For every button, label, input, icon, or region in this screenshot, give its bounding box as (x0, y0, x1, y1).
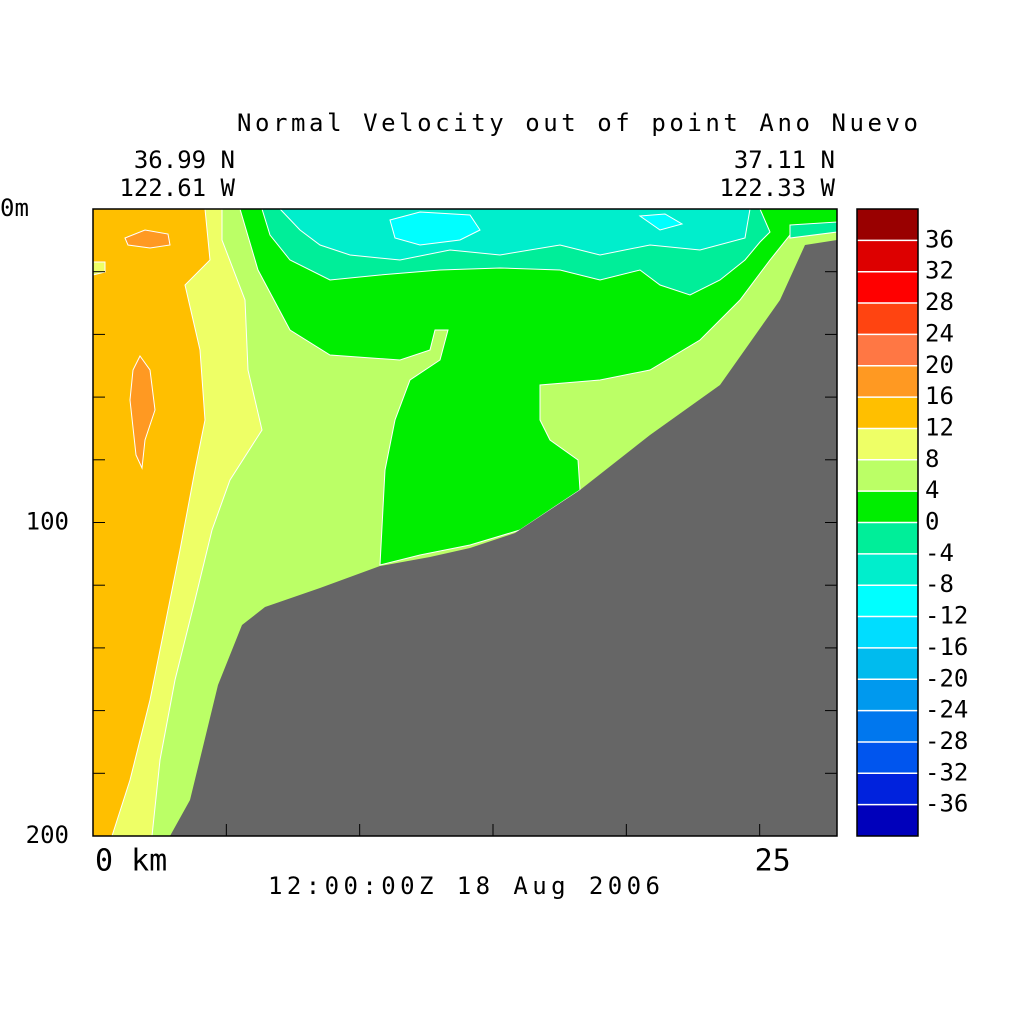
colorbar-band (857, 710, 918, 742)
colorbar-band (857, 585, 918, 617)
colorbar-band (857, 741, 918, 774)
colorbar-frame (856, 208, 919, 837)
colorbar-label: 0 (925, 508, 939, 536)
colorbar-band (857, 616, 918, 648)
colorbar-label: -20 (925, 664, 968, 692)
colorbar-label: 16 (925, 382, 954, 410)
colorbar-band (857, 553, 918, 586)
plot-area (92, 208, 838, 837)
colorbar-band (857, 773, 918, 805)
colorbar-label: -12 (925, 602, 968, 630)
colorbar-band (857, 365, 918, 398)
colorbar-band (857, 271, 918, 304)
x-tick-label: 25 (755, 844, 791, 879)
colorbar-band (857, 522, 918, 554)
contour-region (389, 211, 481, 246)
colorbar-band (857, 240, 918, 272)
colorbar-label: -32 (925, 758, 968, 786)
colorbar-label: 20 (925, 351, 954, 379)
colorbar-label: -28 (925, 727, 968, 755)
colorbar-band (857, 804, 918, 836)
colorbar-label: 28 (925, 288, 954, 316)
colorbar-label: 4 (925, 476, 939, 504)
colorbar-band (857, 428, 918, 460)
contour-region (124, 229, 171, 249)
start-lat: 36.99 N (134, 146, 235, 174)
colorbar-label: 32 (925, 257, 954, 285)
colorbar-label: -24 (925, 696, 968, 724)
colorbar-band (857, 209, 918, 241)
colorbar-label: -8 (925, 570, 954, 598)
end-lon: 122.33 W (719, 174, 835, 202)
colorbar-band (857, 459, 918, 492)
contour-region (129, 355, 156, 470)
colorbar-band (857, 397, 918, 429)
colorbar-label: 12 (925, 413, 954, 441)
start-lon: 122.61 W (119, 174, 235, 202)
end-lat: 37.11 N (734, 146, 835, 174)
colorbar-band (857, 647, 918, 680)
land-mask (170, 240, 837, 836)
colorbar-band (857, 303, 918, 335)
colorbar-label: -4 (925, 539, 954, 567)
colorbar-label: -16 (925, 633, 968, 661)
y-tick-label: 200 (26, 821, 69, 849)
colorbar-label: -36 (925, 790, 968, 818)
colorbar-band (857, 491, 918, 523)
time-label: 12:00:00Z 18 Aug 2006 (268, 872, 660, 900)
colorbar-label: 8 (925, 445, 939, 473)
x-tick-label: 0 km (95, 844, 167, 879)
y-tick-label: 0m (0, 194, 29, 222)
colorbar-band (857, 334, 918, 366)
contour-region (239, 208, 838, 566)
colorbar-band (857, 679, 918, 711)
contour-region (638, 213, 684, 231)
colorbar-label: 24 (925, 319, 954, 347)
colorbar-label: 36 (925, 225, 954, 253)
y-tick-label: 100 (26, 508, 69, 536)
